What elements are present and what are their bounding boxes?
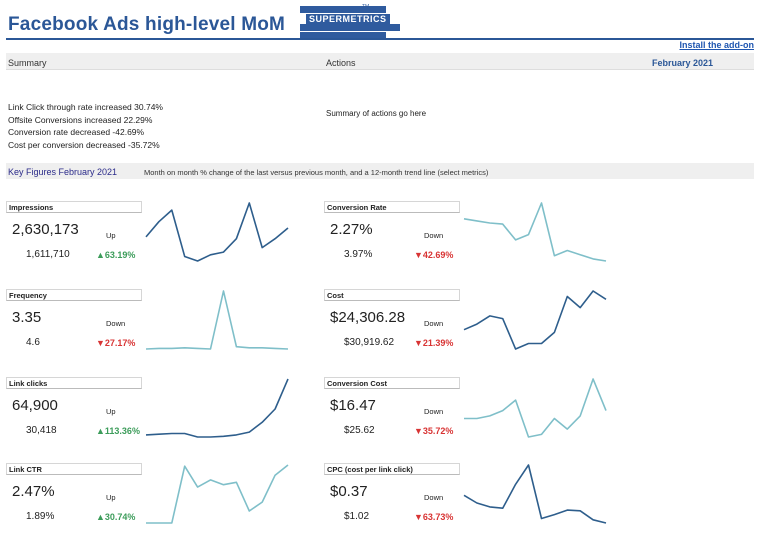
previous-value: $25.62 bbox=[344, 425, 375, 436]
summary-line: Link Click through rate increased 30.74% bbox=[8, 102, 163, 112]
supermetrics-logo: SUPERMETRICS TM bbox=[300, 4, 400, 39]
percent-change: ▼35.72% bbox=[414, 426, 454, 436]
trend-direction: Down bbox=[424, 319, 444, 328]
actions-text[interactable]: Summary of actions go here bbox=[326, 109, 427, 118]
current-value: 3.35 bbox=[12, 309, 42, 326]
percent-change: ▼21.39% bbox=[414, 338, 454, 348]
sparkline-series bbox=[145, 290, 289, 350]
metric-card: Conversion Cost $16.47 Down $25.62 ▼35.72% bbox=[324, 377, 624, 457]
current-value: 2,630,173 bbox=[12, 221, 79, 238]
metric-name-box: CPC (cost per link click) bbox=[324, 463, 460, 475]
metric-card: Impressions 2,630,173 Up 1,611,710 ▲63.19% bbox=[6, 201, 306, 281]
metric-name: Link CTR bbox=[9, 465, 42, 474]
sparkline-series bbox=[145, 378, 289, 438]
percent-change: ▲113.36% bbox=[96, 426, 140, 436]
metric-name: Conversion Cost bbox=[327, 379, 388, 388]
metric-name-box: Link clicks bbox=[6, 377, 142, 389]
current-value: 2.27% bbox=[330, 221, 373, 238]
percent-change: ▼42.69% bbox=[414, 250, 454, 260]
summary-lines: Link Click through rate increased 30.74%… bbox=[8, 101, 163, 151]
sparkline-chart bbox=[145, 202, 289, 262]
sparkline-chart bbox=[463, 464, 607, 524]
metric-name-box: Frequency bbox=[6, 289, 142, 301]
sparkline-chart bbox=[146, 464, 289, 524]
percent-change: ▲63.19% bbox=[96, 250, 136, 260]
previous-value: 30,418 bbox=[26, 425, 57, 436]
sparkline-chart bbox=[145, 290, 289, 350]
trend-direction: Up bbox=[106, 493, 116, 502]
actions-label: Actions bbox=[326, 58, 356, 68]
metric-name: Link clicks bbox=[9, 379, 48, 388]
sparkline-series bbox=[463, 202, 607, 262]
metric-name-box: Impressions bbox=[6, 201, 142, 213]
sparkline-chart bbox=[145, 378, 289, 438]
previous-value: 4.6 bbox=[26, 337, 40, 348]
metric-name: CPC (cost per link click) bbox=[327, 465, 413, 474]
current-value: $16.47 bbox=[330, 397, 376, 414]
current-value: $24,306.28 bbox=[330, 309, 406, 326]
trend-direction: Down bbox=[424, 407, 444, 416]
sparkline-chart bbox=[463, 202, 607, 262]
summary-line: Offsite Conversions increased 22.29% bbox=[8, 114, 153, 125]
trend-direction: Down bbox=[106, 319, 126, 328]
logo-text: SUPERMETRICS bbox=[306, 14, 390, 24]
metric-name: Impressions bbox=[9, 203, 54, 212]
metric-name: Conversion Rate bbox=[327, 203, 387, 212]
sparkline-series bbox=[146, 464, 289, 524]
current-value: 64,900 bbox=[12, 397, 58, 414]
previous-value: $30,919.62 bbox=[344, 337, 395, 348]
summary-label: Summary bbox=[8, 58, 47, 68]
summary-line: Conversion rate decreased -42.69% bbox=[8, 127, 145, 138]
sparkline-chart bbox=[463, 290, 607, 350]
summary-line: Cost per conversion decreased -35.72% bbox=[8, 139, 160, 150]
percent-change: ▼63.73% bbox=[414, 512, 454, 522]
sparkline-series bbox=[463, 290, 607, 350]
metric-name: Frequency bbox=[9, 291, 47, 300]
percent-change: ▼27.17% bbox=[96, 338, 136, 348]
trend-direction: Down bbox=[424, 493, 444, 502]
metric-name-box: Conversion Cost bbox=[324, 377, 460, 389]
sparkline-series bbox=[464, 378, 607, 438]
sparkline-chart bbox=[464, 378, 607, 438]
current-value: 2.47% bbox=[12, 483, 55, 500]
metric-name: Cost bbox=[327, 291, 344, 300]
key-figures-bar bbox=[6, 163, 754, 179]
key-figures-title: Key Figures February 2021 bbox=[8, 167, 118, 177]
previous-value: 3.97% bbox=[344, 249, 373, 260]
metric-card: Frequency 3.35 Down 4.6 ▼27.17% bbox=[6, 289, 306, 369]
sparkline-series bbox=[145, 202, 289, 262]
metric-card: Link CTR 2.47% Up 1.89% ▲30.74% bbox=[6, 463, 306, 539]
metric-name-box: Link CTR bbox=[6, 463, 142, 475]
install-addon-link[interactable]: Install the add-on bbox=[679, 40, 754, 50]
metric-card: Link clicks 64,900 Up 30,418 ▲113.36% bbox=[6, 377, 306, 457]
metric-name-box: Conversion Rate bbox=[324, 201, 460, 213]
previous-value: $1.02 bbox=[344, 511, 370, 522]
metric-card: CPC (cost per link click) $0.37 Down $1.02 ▼… bbox=[324, 463, 624, 539]
page-title: Facebook Ads high-level MoM bbox=[8, 14, 286, 35]
key-figures-description: Month on month % change of the last vers… bbox=[144, 168, 489, 177]
metric-card: Cost $24,306.28 Down $30,919.62 ▼21.39% bbox=[324, 289, 624, 369]
trend-direction: Down bbox=[424, 231, 444, 240]
sparkline-series bbox=[463, 464, 607, 524]
previous-value: 1,611,710 bbox=[26, 249, 70, 260]
current-value: $0.37 bbox=[330, 483, 368, 500]
trend-direction: Up bbox=[106, 407, 116, 416]
report-month: February 2021 bbox=[652, 58, 714, 68]
header-divider bbox=[6, 38, 754, 40]
logo-tm: TM bbox=[362, 4, 370, 10]
previous-value: 1.89% bbox=[26, 511, 55, 522]
metric-card: Conversion Rate 2.27% Down 3.97% ▼42.69% bbox=[324, 201, 624, 281]
summary-header-bar bbox=[6, 53, 754, 70]
trend-direction: Up bbox=[106, 231, 116, 240]
metric-name-box: Cost bbox=[324, 289, 460, 301]
percent-change: ▲30.74% bbox=[96, 512, 136, 522]
